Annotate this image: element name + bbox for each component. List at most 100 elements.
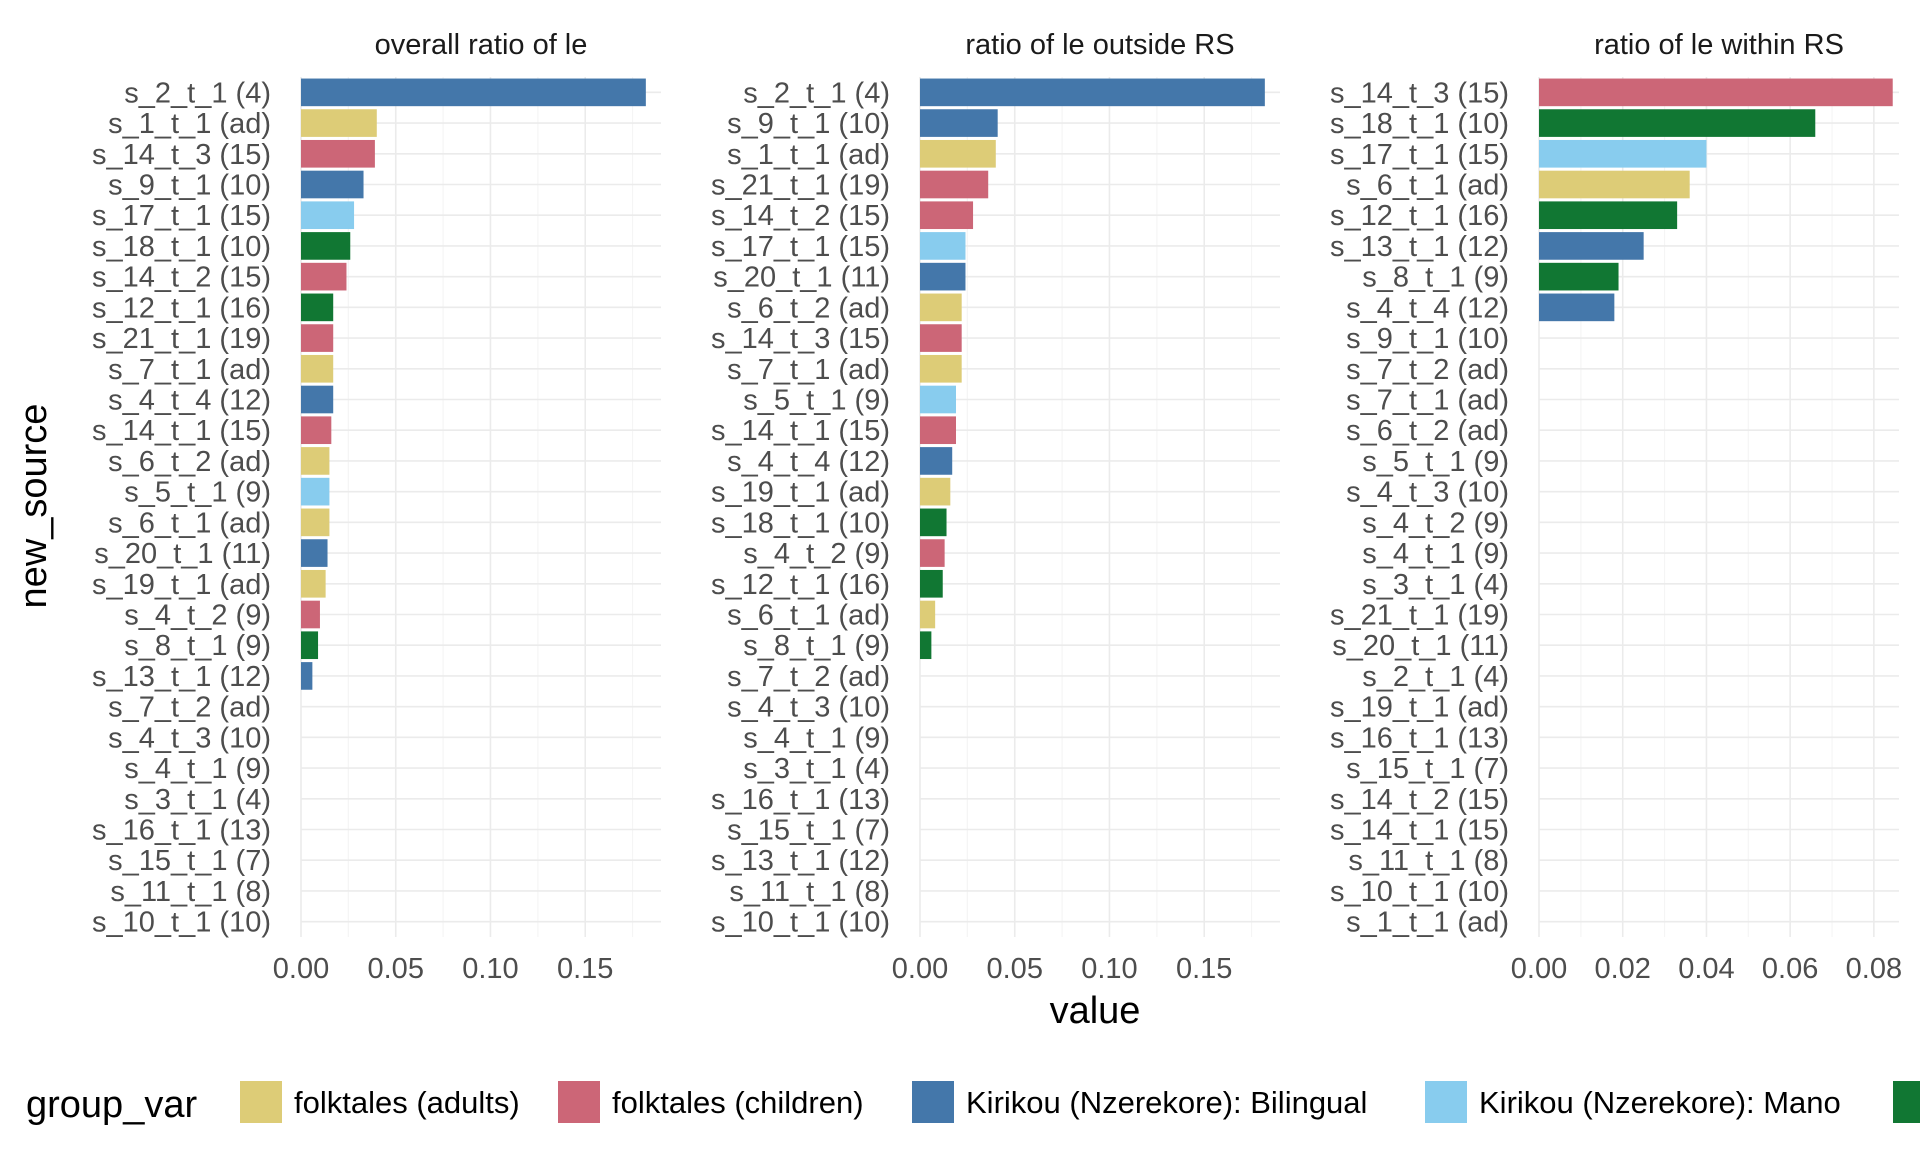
y-tick-label: s_8_t_1 (9): [1362, 262, 1509, 294]
y-tick-label: s_16_t_1 (13): [1330, 722, 1509, 754]
x-tick-label: 0.00: [1511, 953, 1567, 985]
x-tick-label: 0.08: [1846, 953, 1902, 985]
y-tick-label: s_5_t_1 (9): [1362, 446, 1509, 478]
x-tick-label: 0.05: [368, 953, 424, 985]
y-tick-label: s_9_t_1 (10): [1346, 323, 1509, 355]
bar: [301, 569, 326, 598]
y-tick-label: s_13_t_1 (12): [92, 661, 271, 693]
bar: [920, 569, 943, 598]
y-tick-label: s_4_t_4 (12): [108, 385, 271, 417]
bar: [301, 170, 364, 199]
bar: [920, 262, 966, 291]
bar: [920, 416, 956, 445]
panel-2: s_2_t_1 (4)s_9_t_1 (10)s_1_t_1 (ad)s_21_…: [711, 29, 1280, 985]
x-tick-label: 0.05: [987, 953, 1043, 985]
bar: [1539, 139, 1707, 168]
x-tick-label: 0.00: [273, 953, 329, 985]
y-tick-label: s_4_t_3 (10): [108, 722, 271, 754]
x-tick-label: 0.02: [1594, 953, 1650, 985]
y-tick-label: s_10_t_1 (10): [711, 907, 890, 939]
x-tick-label: 0.10: [1081, 953, 1137, 985]
y-tick-label: s_14_t_1 (15): [1330, 815, 1509, 847]
bar: [301, 262, 347, 291]
bar: [301, 109, 377, 137]
y-tick-label: s_19_t_1 (ad): [92, 569, 271, 601]
bar: [920, 477, 951, 506]
y-tick-label: s_18_t_1 (10): [92, 231, 271, 263]
y-tick-label: s_1_t_1 (ad): [727, 139, 890, 171]
legend-label: folktales (children): [612, 1085, 864, 1120]
y-tick-label: s_10_t_1 (10): [1330, 876, 1509, 908]
y-tick-label: s_4_t_1 (9): [124, 753, 271, 785]
y-tick-label: s_14_t_3 (15): [711, 323, 890, 355]
y-tick-label: s_17_t_1 (15): [711, 231, 890, 263]
y-tick-label: s_13_t_1 (12): [711, 845, 890, 877]
y-tick-label: s_1_t_1 (ad): [108, 108, 271, 140]
bar: [920, 354, 962, 383]
legend-item: folktales (adults): [240, 1081, 520, 1123]
bar: [920, 600, 936, 629]
y-tick-label: s_21_t_1 (19): [92, 323, 271, 355]
y-tick-label: s_15_t_1 (7): [727, 815, 890, 847]
bar: [1539, 232, 1644, 260]
legend-key: [1893, 1081, 1920, 1123]
y-tick-label: s_21_t_1 (19): [1330, 600, 1509, 632]
bar: [1539, 170, 1690, 199]
bar: [920, 385, 956, 414]
y-tick-label: s_4_t_2 (9): [1362, 507, 1509, 539]
y-tick-label: s_4_t_3 (10): [1346, 477, 1509, 509]
y-tick-label: s_14_t_1 (15): [711, 415, 890, 447]
y-tick-label: s_4_t_4 (12): [727, 446, 890, 478]
legend-item: Kirikou (Nzerekore): Bilingual: [912, 1081, 1367, 1123]
y-tick-label: s_15_t_1 (7): [1346, 753, 1509, 785]
chart-panels: s_2_t_1 (4)s_1_t_1 (ad)s_14_t_3 (15)s_9_…: [92, 29, 1902, 985]
legend-item: [1893, 1081, 1920, 1123]
legend-label: Kirikou (Nzerekore): Bilingual: [966, 1085, 1367, 1120]
y-tick-label: s_4_t_2 (9): [743, 538, 890, 570]
y-tick-label: s_20_t_1 (11): [713, 262, 890, 294]
y-tick-label: s_3_t_1 (4): [743, 753, 890, 785]
y-tick-label: s_8_t_1 (9): [124, 630, 271, 662]
panel-1: s_2_t_1 (4)s_1_t_1 (ad)s_14_t_3 (15)s_9_…: [92, 29, 661, 985]
bar: [301, 78, 646, 107]
facet-title: ratio of le outside RS: [965, 29, 1234, 61]
y-tick-label: s_4_t_1 (9): [743, 722, 890, 754]
bar: [920, 447, 953, 475]
legend-item: Kirikou (Nzerekore): Mano: [1425, 1081, 1841, 1123]
y-tick-label: s_14_t_3 (15): [92, 139, 271, 171]
y-tick-label: s_7_t_2 (ad): [108, 692, 271, 724]
y-tick-label: s_2_t_1 (4): [1362, 661, 1509, 693]
x-axis-title: value: [1050, 990, 1141, 1032]
y-tick-label: s_8_t_1 (9): [743, 630, 890, 662]
bar: [301, 662, 313, 690]
y-tick-label: s_20_t_1 (11): [94, 538, 271, 570]
x-tick-label: 0.15: [1176, 953, 1232, 985]
bar: [920, 232, 966, 260]
x-tick-label: 0.10: [462, 953, 518, 985]
y-tick-label: s_17_t_1 (15): [1330, 139, 1509, 171]
bar: [920, 201, 974, 230]
y-tick-label: s_9_t_1 (10): [727, 108, 890, 140]
y-tick-label: s_9_t_1 (10): [108, 170, 271, 202]
y-tick-label: s_6_t_1 (ad): [1346, 170, 1509, 202]
legend-key: [558, 1081, 600, 1123]
bar: [1539, 262, 1619, 291]
bar: [920, 139, 996, 168]
y-tick-label: s_2_t_1 (4): [124, 77, 271, 109]
bar: [301, 477, 330, 506]
bar: [301, 539, 328, 567]
bar: [920, 508, 947, 537]
y-tick-label: s_19_t_1 (ad): [1330, 692, 1509, 724]
y-tick-label: s_7_t_1 (ad): [727, 354, 890, 386]
legend-key: [1425, 1081, 1467, 1123]
y-tick-label: s_4_t_1 (9): [1362, 538, 1509, 570]
y-tick-label: s_16_t_1 (13): [711, 784, 890, 816]
bar: [301, 447, 330, 475]
y-tick-label: s_11_t_1 (8): [110, 876, 271, 908]
bar: [301, 600, 320, 629]
y-tick-label: s_4_t_3 (10): [727, 692, 890, 724]
y-tick-label: s_6_t_2 (ad): [1346, 415, 1509, 447]
bar: [301, 139, 375, 168]
y-tick-label: s_6_t_1 (ad): [108, 507, 271, 539]
